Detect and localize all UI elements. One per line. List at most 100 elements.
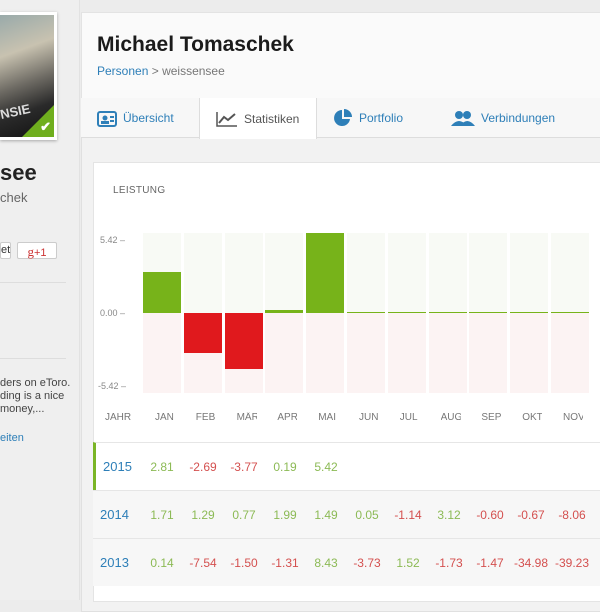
gplus-button[interactable]: g+1 [17, 242, 57, 259]
bar-jun[interactable] [347, 312, 385, 313]
value-cell: 1.99 [273, 508, 297, 522]
month-label: JUL [399, 412, 418, 423]
value-cell: 0.14 [150, 556, 174, 570]
month-label: APR [277, 412, 298, 423]
avatar[interactable]: NSIE ✔ [0, 12, 57, 140]
month-label: AUG [440, 412, 461, 423]
full-name: chek [0, 190, 28, 205]
bar-background-negative [143, 313, 181, 393]
chart-title: LEISTUNG [113, 185, 166, 196]
check-icon: ✔ [40, 119, 51, 134]
month-label: MÄR [236, 412, 257, 423]
value-cell: -34.98 [513, 556, 549, 570]
page-title: Michael Tomaschek [97, 33, 294, 56]
gplus-icon: g [27, 244, 34, 259]
table-row[interactable]: 2013 0.14 -7.54 -1.50 -1.31 8.43 -3.73 1.52 -1.7… [93, 538, 600, 586]
month-label: FEB [195, 412, 216, 423]
value-cell: -1.73 [435, 556, 463, 570]
pie-chart-icon [334, 109, 352, 126]
bar-feb[interactable] [183, 313, 222, 353]
y-tick-label: 0.00 [100, 308, 118, 318]
value-cell: -1.14 [394, 508, 422, 522]
tab-label: Verbindungen [481, 111, 556, 125]
table-row[interactable]: 2015 2.81 -2.69 -3.77 0.19 5.42 [93, 442, 600, 490]
value-cell: 1.49 [314, 508, 338, 522]
value-cell: -2.69 [189, 460, 217, 474]
breadcrumb-personen[interactable]: Personen [97, 64, 149, 78]
bar-background-positive [224, 233, 263, 313]
table-row[interactable]: 2014 1.71 1.29 0.77 1.99 1.49 0.05 -1.14 3.12 -0.… [93, 490, 600, 538]
breadcrumb: Personen > weissensee [97, 64, 225, 78]
bar-background-positive [551, 233, 589, 313]
bar-background-negative [428, 313, 467, 393]
bar-background-negative [387, 313, 426, 393]
bar-jan[interactable] [143, 271, 181, 313]
bar-background-negative [306, 313, 345, 393]
bar-background-positive [183, 233, 222, 313]
value-cell: -1.31 [271, 556, 299, 570]
bar-aug[interactable] [428, 312, 467, 313]
users-icon [451, 111, 475, 126]
month-label: NOV [563, 412, 583, 423]
tweet-button[interactable]: et [0, 242, 11, 259]
divider [0, 282, 66, 283]
bar-jul[interactable] [387, 312, 426, 313]
tab-uebersicht[interactable]: Übersicht [81, 98, 199, 138]
bar-okt[interactable] [510, 312, 549, 313]
bar-background-positive [347, 233, 385, 313]
line-chart-icon [216, 111, 237, 127]
y-tick: 0.00 – [100, 308, 126, 318]
profile-card-icon [97, 110, 117, 127]
bar-background-positive [387, 233, 426, 313]
value-cell: 0.05 [355, 508, 379, 522]
breadcrumb-current: weissensee [162, 64, 225, 78]
month-label: JUN [359, 412, 379, 423]
month-label: SEP [481, 412, 502, 423]
bar-background-positive [428, 233, 467, 313]
month-label: MAI [318, 412, 336, 423]
value-cell: -0.60 [476, 508, 504, 522]
value-cell: 5.42 [314, 460, 338, 474]
year-cell[interactable]: 2013 [100, 555, 129, 570]
gplus-label: +1 [33, 247, 47, 259]
read-more-link[interactable]: eiten [0, 432, 24, 444]
y-tick-label: -5.42 [98, 381, 119, 391]
bar-sep[interactable] [469, 312, 508, 313]
profile-header [81, 12, 600, 99]
tab-statistiken[interactable]: Statistiken [199, 98, 317, 139]
tab-label: Übersicht [123, 111, 174, 125]
bio-line: money,... [0, 403, 45, 415]
value-cell: 1.52 [396, 556, 420, 570]
tab-bar: Übersicht Statistiken Portfolio Verbindu… [81, 98, 600, 139]
year-column-header: JAHR [105, 412, 132, 423]
bar-mär[interactable] [224, 313, 263, 369]
y-tick: 5.42 – [100, 235, 126, 245]
bar-background-positive [265, 233, 304, 313]
value-cell: -8.06 [558, 508, 586, 522]
value-cell: -3.77 [230, 460, 258, 474]
bar-nov[interactable] [551, 312, 589, 313]
bio-line: ders on eToro. [0, 377, 71, 389]
value-cell: -1.50 [230, 556, 258, 570]
bar-background-negative [551, 313, 589, 393]
month-label: JAN [155, 412, 174, 423]
tab-portfolio[interactable]: Portfolio [317, 98, 435, 138]
value-cell: 8.43 [314, 556, 338, 570]
tab-verbindungen[interactable]: Verbindungen [435, 98, 575, 138]
year-cell[interactable]: 2014 [100, 507, 129, 522]
bar-background-negative [347, 313, 385, 393]
month-label: OKT [522, 412, 543, 423]
breadcrumb-separator: > [148, 64, 163, 78]
verified-badge [22, 105, 54, 137]
value-cell: 0.77 [232, 508, 256, 522]
value-cell: 2.81 [150, 460, 174, 474]
value-cell: -7.54 [189, 556, 217, 570]
year-cell[interactable]: 2015 [103, 459, 132, 474]
tab-label: Statistiken [244, 111, 300, 126]
bar-background-positive [469, 233, 508, 313]
value-cell: -3.73 [353, 556, 381, 570]
y-tick: -5.42 – [98, 381, 127, 391]
bar-apr[interactable] [265, 310, 304, 313]
bio-line: ding is a nice [0, 390, 65, 402]
bar-mai[interactable] [306, 233, 345, 313]
